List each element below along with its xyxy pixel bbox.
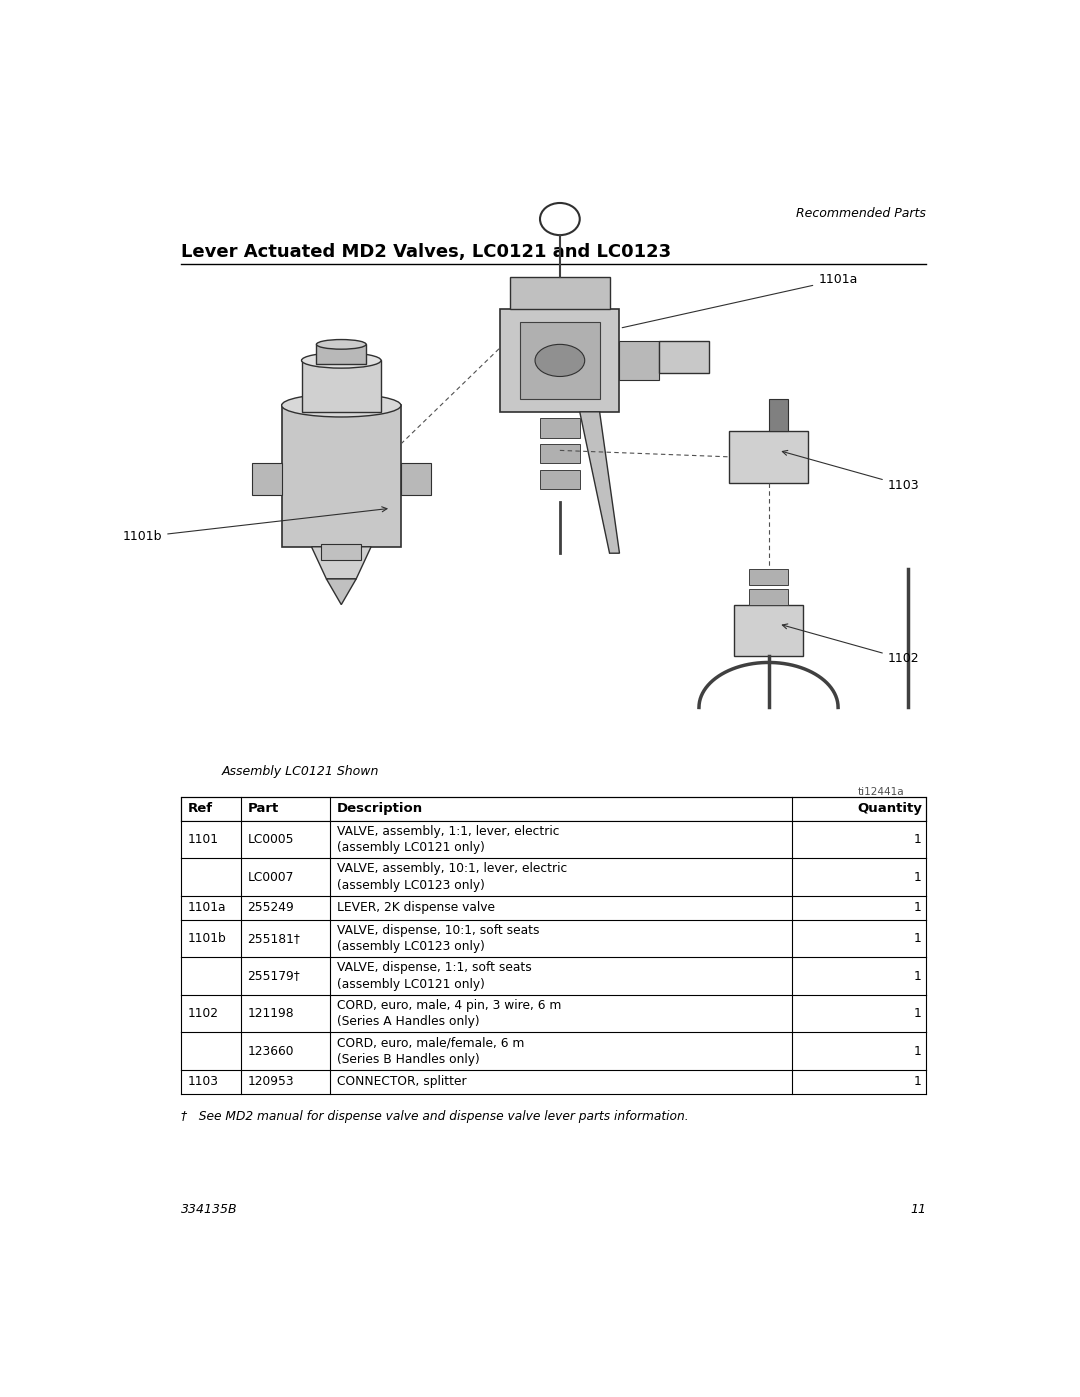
Text: CONNECTOR, splitter: CONNECTOR, splitter bbox=[337, 1076, 467, 1088]
Text: (Series B Handles only): (Series B Handles only) bbox=[337, 1053, 480, 1066]
Bar bbox=[769, 400, 788, 432]
Text: ti12441a: ti12441a bbox=[858, 788, 905, 798]
Text: 1101b: 1101b bbox=[188, 932, 227, 944]
Bar bbox=[316, 345, 366, 363]
Bar bbox=[510, 277, 609, 309]
Text: 334135B: 334135B bbox=[181, 1203, 238, 1217]
Ellipse shape bbox=[282, 394, 401, 416]
Text: 1: 1 bbox=[914, 901, 922, 914]
Bar bbox=[500, 309, 620, 412]
FancyBboxPatch shape bbox=[181, 995, 926, 1032]
FancyBboxPatch shape bbox=[181, 919, 926, 957]
Text: CORD, euro, male/female, 6 m: CORD, euro, male/female, 6 m bbox=[337, 1037, 524, 1049]
Bar bbox=[252, 464, 282, 496]
Text: VALVE, dispense, 1:1, soft seats: VALVE, dispense, 1:1, soft seats bbox=[337, 961, 531, 974]
Bar bbox=[733, 605, 804, 657]
Text: Part: Part bbox=[247, 802, 279, 816]
Text: Recommended Parts: Recommended Parts bbox=[796, 207, 926, 221]
Bar bbox=[540, 469, 580, 489]
Bar bbox=[301, 360, 381, 412]
Text: 1: 1 bbox=[914, 1045, 922, 1058]
Polygon shape bbox=[326, 578, 356, 605]
Text: (Series A Handles only): (Series A Handles only) bbox=[337, 1016, 480, 1028]
Text: (assembly LC0123 only): (assembly LC0123 only) bbox=[337, 940, 485, 953]
Text: 1: 1 bbox=[914, 1007, 922, 1020]
Bar bbox=[521, 321, 599, 400]
Text: 1: 1 bbox=[914, 833, 922, 847]
Text: Assembly LC0121 Shown: Assembly LC0121 Shown bbox=[222, 766, 379, 778]
Bar bbox=[282, 405, 401, 546]
Text: 1102: 1102 bbox=[782, 624, 919, 665]
Text: LEVER, 2K dispense valve: LEVER, 2K dispense valve bbox=[337, 901, 495, 914]
FancyBboxPatch shape bbox=[181, 858, 926, 895]
Text: LC0005: LC0005 bbox=[247, 833, 294, 847]
Text: 1: 1 bbox=[914, 932, 922, 944]
Text: 1101a: 1101a bbox=[188, 901, 226, 914]
Text: 255181†: 255181† bbox=[247, 932, 300, 944]
Text: VALVE, assembly, 10:1, lever, electric: VALVE, assembly, 10:1, lever, electric bbox=[337, 862, 567, 876]
Text: (assembly LC0123 only): (assembly LC0123 only) bbox=[337, 879, 485, 891]
Text: †   See MD2 manual for dispense valve and dispense valve lever parts information: † See MD2 manual for dispense valve and … bbox=[181, 1111, 689, 1123]
FancyBboxPatch shape bbox=[181, 1070, 926, 1094]
Text: 1101: 1101 bbox=[188, 833, 219, 847]
Text: 255179†: 255179† bbox=[247, 970, 300, 982]
Text: 123660: 123660 bbox=[247, 1045, 294, 1058]
Text: Lever Actuated MD2 Valves, LC0121 and LC0123: Lever Actuated MD2 Valves, LC0121 and LC… bbox=[181, 243, 671, 261]
Bar bbox=[659, 341, 708, 373]
Text: 121198: 121198 bbox=[247, 1007, 294, 1020]
Text: (assembly LC0121 only): (assembly LC0121 only) bbox=[337, 841, 485, 854]
Text: 1: 1 bbox=[914, 1076, 922, 1088]
Text: 120953: 120953 bbox=[247, 1076, 294, 1088]
FancyBboxPatch shape bbox=[181, 895, 926, 919]
Bar bbox=[748, 570, 788, 585]
Text: 1102: 1102 bbox=[188, 1007, 219, 1020]
Text: Quantity: Quantity bbox=[856, 802, 922, 816]
Text: LC0007: LC0007 bbox=[247, 870, 294, 883]
Bar bbox=[540, 444, 580, 464]
Text: CORD, euro, male, 4 pin, 3 wire, 6 m: CORD, euro, male, 4 pin, 3 wire, 6 m bbox=[337, 999, 562, 1011]
Text: 11: 11 bbox=[910, 1203, 926, 1217]
Ellipse shape bbox=[535, 345, 584, 377]
Text: 1103: 1103 bbox=[782, 450, 919, 492]
FancyBboxPatch shape bbox=[181, 820, 926, 858]
Text: 1103: 1103 bbox=[188, 1076, 219, 1088]
Bar bbox=[540, 418, 580, 437]
Text: VALVE, assembly, 1:1, lever, electric: VALVE, assembly, 1:1, lever, electric bbox=[337, 824, 559, 838]
Text: 1: 1 bbox=[914, 870, 922, 883]
Text: 1101b: 1101b bbox=[123, 507, 387, 543]
Text: (assembly LC0121 only): (assembly LC0121 only) bbox=[337, 978, 485, 990]
Bar bbox=[620, 341, 659, 380]
Bar bbox=[401, 464, 431, 496]
Polygon shape bbox=[311, 546, 372, 578]
Text: Description: Description bbox=[337, 802, 423, 816]
Ellipse shape bbox=[301, 352, 381, 369]
Ellipse shape bbox=[316, 339, 366, 349]
Polygon shape bbox=[580, 412, 620, 553]
FancyBboxPatch shape bbox=[181, 957, 926, 995]
Text: 1: 1 bbox=[914, 970, 922, 982]
Text: 255249: 255249 bbox=[247, 901, 294, 914]
Bar bbox=[729, 432, 808, 482]
Text: VALVE, dispense, 10:1, soft seats: VALVE, dispense, 10:1, soft seats bbox=[337, 923, 539, 936]
Text: Ref: Ref bbox=[188, 802, 213, 816]
Text: 1101a: 1101a bbox=[622, 274, 858, 328]
FancyBboxPatch shape bbox=[181, 1032, 926, 1070]
FancyBboxPatch shape bbox=[181, 796, 926, 820]
Bar bbox=[322, 543, 361, 560]
Bar bbox=[748, 588, 788, 605]
